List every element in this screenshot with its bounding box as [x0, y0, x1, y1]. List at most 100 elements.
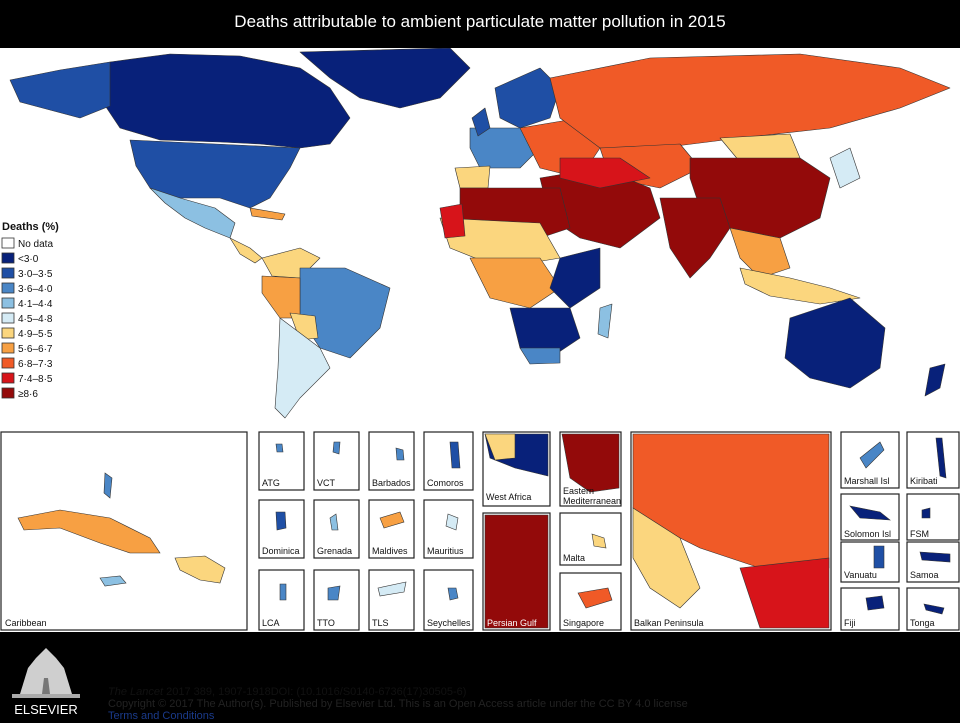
inset-comoros-shape — [449, 441, 461, 469]
caribbean-region — [249, 207, 286, 221]
inset-dominica-shape — [275, 511, 287, 531]
inset-vanuatu-shape — [873, 545, 885, 569]
inset-balkan-shape-3 — [632, 507, 701, 609]
inset-malta-frame — [559, 512, 622, 566]
inset-label-marshall: Marshall Isl — [844, 476, 890, 486]
legend-label: 3·0–3·5 — [18, 269, 53, 280]
inset-label-fiji: Fiji — [844, 618, 856, 628]
iberia-region — [454, 165, 491, 189]
citation-block: The Lancet 2017 389, 1907-1918DOI: (10.1… — [108, 686, 708, 722]
inset-vct-shape — [332, 441, 341, 455]
inset-atg-frame — [258, 431, 305, 491]
inset-cuba-shape — [17, 509, 161, 554]
elsevier-logo: ELSEVIER — [6, 638, 86, 718]
world-map-svg: Deaths (%) No data <3·0 3·0–3·5 3·6–4·0 4·1–… — [0, 47, 960, 631]
inset-west-africa-shape-2 — [484, 433, 516, 461]
legend-label: ≥8·6 — [18, 389, 38, 400]
india-region — [659, 197, 731, 279]
legend-label: No data — [18, 239, 53, 250]
indonesia-region — [739, 267, 861, 305]
inset-grenada-shape — [329, 513, 339, 531]
inset-label-malta: Malta — [563, 553, 585, 563]
inset-vct-frame — [313, 431, 360, 491]
legend-swatch — [1, 387, 15, 399]
inset-label-barbados: Barbados — [372, 478, 411, 488]
inset-singapore-shape — [577, 587, 613, 609]
inset-mauritius-frame — [423, 499, 474, 559]
elsevier-wordmark: ELSEVIER — [14, 702, 78, 717]
legend-swatch — [1, 297, 15, 309]
inset-tto-shape — [327, 585, 341, 601]
peru-region — [261, 275, 301, 319]
inset-samoa-shape — [919, 551, 951, 563]
legend-label: 7·4–8·5 — [18, 374, 53, 385]
legend-label: 6·8–7·3 — [18, 359, 53, 370]
east-africa-region — [549, 247, 601, 309]
inset-kiribati-shape — [935, 437, 947, 479]
inset-fiji-shape — [865, 595, 885, 611]
inset-eastern-med-shape — [561, 433, 620, 493]
inset-balkan-shape-2 — [739, 557, 830, 629]
inset-persian-gulf-shape — [484, 514, 549, 629]
legend-swatch — [1, 267, 15, 279]
inset-malta-shape — [591, 533, 607, 549]
inset-label-maldives: Maldives — [372, 546, 408, 556]
inset-label-tls: TLS — [372, 618, 389, 628]
legend-label: 5·6–6·7 — [18, 344, 53, 355]
legend-swatch — [1, 342, 15, 354]
inset-label-balkan: Balkan Peninsula — [634, 618, 704, 628]
inset-barbados-frame — [368, 431, 415, 491]
inset-label-samoa: Samoa — [910, 570, 939, 580]
legend-label: 3·6–4·0 — [18, 284, 53, 295]
argentina-chile-region — [274, 317, 331, 419]
south-africa-region — [519, 347, 561, 365]
journal-name: The Lancet — [108, 686, 164, 698]
legend-swatch — [1, 282, 15, 294]
madagascar-region — [597, 303, 613, 339]
inset-tls-shape — [377, 581, 407, 597]
inset-label-tonga: Tonga — [910, 618, 935, 628]
central-africa-region — [469, 257, 561, 309]
inset-label-dominica: Dominica — [262, 546, 300, 556]
greenland-region — [299, 47, 471, 109]
copyright-text: Copyright © 2017 The Author(s). Publishe… — [108, 698, 688, 710]
inset-tonga-shape — [923, 603, 945, 615]
legend-swatch — [1, 312, 15, 324]
legend-swatch — [1, 357, 15, 369]
inset-label-vct: VCT — [317, 478, 336, 488]
inset-label-solomon: Solomon Isl — [844, 529, 891, 539]
inset-label-kiribati: Kiribati — [910, 476, 938, 486]
legend-swatch — [1, 372, 15, 384]
korea-japan-region — [829, 147, 861, 189]
inset-label-comoros: Comoros — [427, 478, 464, 488]
inset-label-seychelles: Seychelles — [427, 618, 471, 628]
legend-swatch — [1, 252, 15, 264]
inset-label-mauritius: Mauritius — [427, 546, 464, 556]
legend-items: No data <3·0 3·0–3·5 3·6–4·0 4·1–4·4 4·5–4·8 4… — [1, 237, 53, 400]
southeast-asia-region — [729, 227, 791, 279]
canada-region — [99, 53, 351, 149]
central-america-region — [229, 237, 263, 264]
inset-label-singapore: Singapore — [563, 618, 604, 628]
page-title: Deaths attributable to ambient particula… — [234, 12, 726, 31]
legend-swatch — [1, 237, 15, 249]
scandinavia-region — [494, 67, 561, 129]
elsevier-tree-icon: ELSEVIER — [6, 638, 86, 718]
inset-solomon-shape — [849, 505, 891, 521]
inset-vanuatu-frame — [840, 541, 900, 583]
inset-hispaniola-shape — [174, 555, 226, 584]
inset-tls-frame — [368, 569, 415, 631]
terms-link[interactable]: Terms and Conditions — [108, 710, 215, 722]
inset-seychelles-frame — [423, 569, 474, 631]
inset-maldives-shape — [379, 511, 405, 529]
map-area: Deaths (%) No data <3·0 3·0–3·5 3·6–4·0 4·1–… — [0, 47, 960, 632]
inset-label-tto: TTO — [317, 618, 335, 628]
usa-region — [129, 139, 301, 209]
inset-atg-shape — [275, 443, 284, 453]
inset-label-vanuatu: Vanuatu — [844, 570, 877, 580]
new-zealand-region — [924, 363, 946, 397]
inset-label-atg: ATG — [262, 478, 280, 488]
southern-africa-region — [509, 307, 581, 359]
legend-label: 4·5–4·8 — [18, 314, 53, 325]
west-africa-region — [439, 203, 466, 239]
